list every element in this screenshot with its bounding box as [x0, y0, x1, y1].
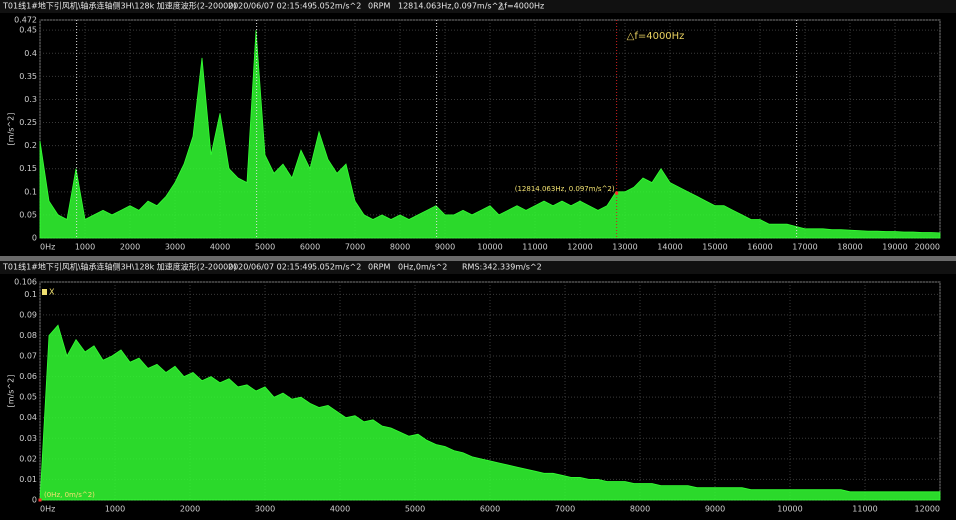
y-tick-label: 0.3	[24, 95, 37, 104]
y-tick-label: 0.15	[19, 164, 37, 173]
y-tick-label: 0	[32, 496, 37, 505]
cursor-marker: X	[49, 288, 55, 297]
y-tick-label: 0.25	[19, 118, 37, 127]
y-tick-label: 0.03	[19, 434, 37, 443]
header-item: RMS:342.339m/s^2	[462, 263, 542, 272]
y-tick-label: 0	[32, 234, 37, 243]
x-tick-label: 12000	[567, 243, 592, 252]
y-tick-label: 0.08	[19, 331, 37, 340]
x-tick-label: 3000	[255, 505, 275, 514]
header-bar	[0, 261, 956, 274]
x-tick-label: 8000	[390, 243, 410, 252]
x-tick-label: 18000	[837, 243, 862, 252]
x-tick-label: 1000	[75, 243, 95, 252]
y-tick-label: 0.1	[24, 187, 37, 196]
header-item: 0RPM	[368, 263, 390, 272]
x-tick-label: 1000	[105, 505, 125, 514]
y-tick-label: 0.05	[19, 210, 37, 219]
cursor-point	[615, 191, 619, 195]
delta-annotation: △f=4000Hz	[627, 31, 685, 42]
x-tick-label: 7000	[555, 505, 575, 514]
x-tick-label: 16000	[747, 243, 772, 252]
cursor-marker-box	[42, 289, 47, 295]
panel-separator	[0, 256, 956, 261]
y-tick-label: 0.1	[24, 290, 37, 299]
x-tick-label: 2000	[120, 243, 140, 252]
x-tick-label: 2000	[180, 505, 200, 514]
header-bar	[0, 0, 956, 13]
x-tick-label: 7000	[345, 243, 365, 252]
header-item: △f=4000Hz	[498, 2, 544, 11]
y-tick-label: 0.472	[14, 16, 37, 25]
x-tick-label: 6000	[480, 505, 500, 514]
y-tick-label: 0.02	[19, 454, 37, 463]
x-tick-label: 19000	[882, 243, 907, 252]
y-axis-label: [m/s^2]	[7, 375, 16, 408]
x-tick-label: 9000	[705, 505, 725, 514]
x-tick-label: 9000	[435, 243, 455, 252]
y-axis-label: [m/s^2]	[7, 113, 16, 146]
x-tick-label: 0Hz	[40, 505, 55, 514]
cursor-label: (0Hz, 0m/s^2)	[44, 491, 95, 499]
y-tick-label: 0.06	[19, 372, 37, 381]
y-tick-label: 0.45	[19, 26, 37, 35]
spectrum-area	[39, 324, 941, 501]
y-tick-label: 0.09	[19, 310, 37, 319]
x-tick-label: 3000	[165, 243, 185, 252]
y-tick-label: 0.106	[14, 278, 37, 287]
header-item: 5.052m/s^2	[312, 263, 361, 272]
y-tick-label: 0.4	[24, 49, 37, 58]
x-tick-label: 10000	[477, 243, 502, 252]
y-tick-label: 0.35	[19, 72, 37, 81]
x-tick-label: 11000	[522, 243, 547, 252]
x-tick-label: 8000	[630, 505, 650, 514]
header-item: 12814.063Hz,0.097m/s^2	[398, 2, 503, 11]
y-tick-label: 0.2	[24, 141, 37, 150]
x-tick-label: 12000	[915, 505, 940, 514]
x-tick-label: 11000	[852, 505, 877, 514]
x-tick-label: 4000	[210, 243, 230, 252]
x-tick-label: 4000	[330, 505, 350, 514]
x-tick-label: 5000	[405, 505, 425, 514]
header-item: 2020/06/07 02:15:49	[228, 263, 313, 272]
x-tick-label: 13000	[612, 243, 637, 252]
header-item: T01线1#地下引风机\轴承连轴侧3H\128k 加速度波形(2-20000)	[2, 262, 236, 272]
x-tick-label: 20000	[915, 243, 940, 252]
x-tick-label: 15000	[702, 243, 727, 252]
x-tick-label: 0Hz	[40, 243, 55, 252]
header-item: 0RPM	[368, 2, 390, 11]
y-tick-label: 0.07	[19, 352, 37, 361]
y-tick-label: 0.05	[19, 393, 37, 402]
cursor-label: (12814.063Hz, 0.097m/s^2)	[515, 185, 615, 193]
spectrum-area	[39, 30, 941, 239]
y-tick-label: 0.04	[19, 413, 37, 422]
x-tick-label: 5000	[255, 243, 275, 252]
x-tick-label: 6000	[300, 243, 320, 252]
header-item: T01线1#地下引风机\轴承连轴侧3H\128k 加速度波形(2-20000)	[2, 1, 236, 11]
y-tick-label: 0.01	[19, 475, 37, 484]
x-tick-label: 14000	[657, 243, 682, 252]
header-item: 2020/06/07 02:15:49	[228, 2, 313, 11]
header-item: 5.052m/s^2	[312, 2, 361, 11]
cursor-point	[38, 498, 42, 502]
header-item: 0Hz,0m/s^2	[398, 263, 447, 272]
x-tick-label: 10000	[777, 505, 802, 514]
x-tick-label: 17000	[792, 243, 817, 252]
